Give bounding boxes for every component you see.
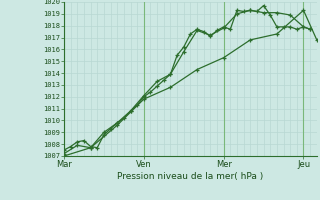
X-axis label: Pression niveau de la mer( hPa ): Pression niveau de la mer( hPa ) [117,172,264,181]
